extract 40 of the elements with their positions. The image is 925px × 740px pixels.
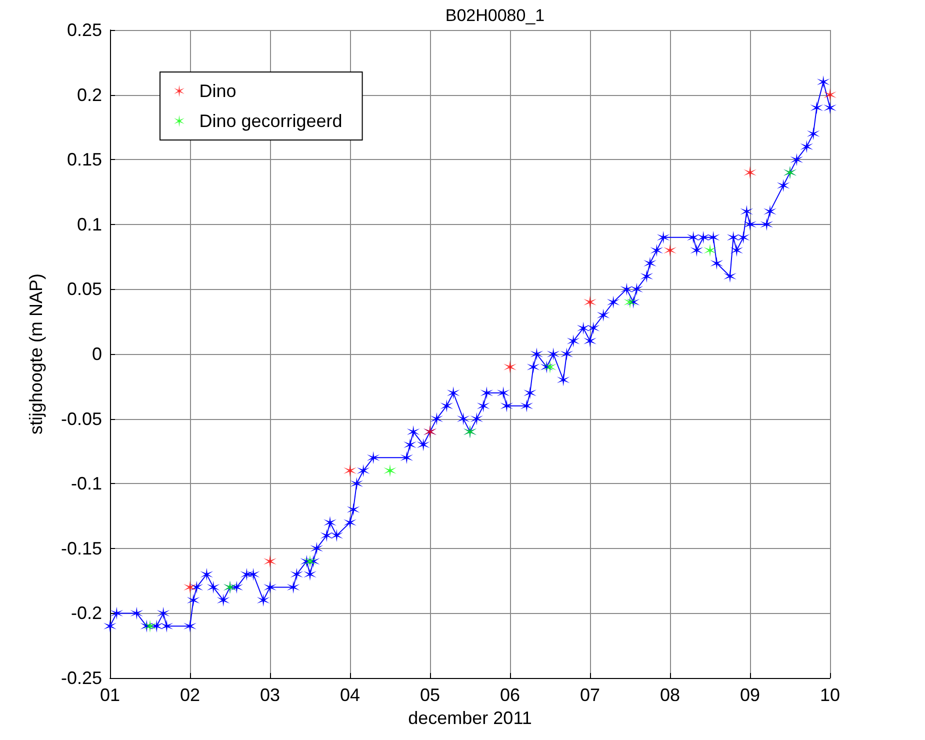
y-tick-label: 0.1 xyxy=(76,214,102,234)
x-tick-label: 06 xyxy=(500,685,520,705)
point xyxy=(624,296,636,309)
point xyxy=(344,464,356,478)
x-tick-label: 09 xyxy=(740,685,760,705)
x-tick-label: 02 xyxy=(180,685,200,705)
point xyxy=(504,360,516,374)
point xyxy=(544,360,556,374)
y-tick-label: 0.05 xyxy=(66,279,102,300)
x-tick-label: 01 xyxy=(100,685,120,705)
y-tick-label: -0.2 xyxy=(70,603,102,624)
point xyxy=(664,244,676,257)
y-tick-label: -0.15 xyxy=(60,538,102,558)
point xyxy=(824,88,836,102)
y-tick-label: 0 xyxy=(92,344,102,364)
x-tick-label: 05 xyxy=(420,685,440,705)
y-tick-label: 0.15 xyxy=(66,150,102,170)
y-tick-label: -0.1 xyxy=(70,474,102,494)
y-tick-label: 0.25 xyxy=(66,20,102,40)
point xyxy=(584,296,596,309)
point xyxy=(304,554,316,568)
legend-label: Dino xyxy=(199,81,236,101)
x-tick-label: 07 xyxy=(580,685,600,705)
x-tick-label: 03 xyxy=(260,685,280,705)
x-tick-label: 08 xyxy=(660,685,680,705)
legend-label: Dino gecorrigeerd xyxy=(199,111,342,131)
point xyxy=(704,244,716,257)
point xyxy=(184,580,196,594)
x-tick-label: 04 xyxy=(340,685,360,705)
x-tick-label: 10 xyxy=(820,685,840,705)
point xyxy=(744,166,756,180)
point xyxy=(264,554,276,568)
x-axis-title: december 2011 xyxy=(408,708,532,728)
point xyxy=(384,464,396,478)
y-axis-title: stijghoogte (m NAP) xyxy=(26,273,46,435)
y-tick-label: -0.25 xyxy=(60,668,102,688)
y-tick-label: -0.05 xyxy=(60,408,102,429)
y-tick-label: 0.2 xyxy=(76,84,102,105)
chart-title: B02H0080_1 xyxy=(445,6,545,25)
point xyxy=(144,620,156,633)
